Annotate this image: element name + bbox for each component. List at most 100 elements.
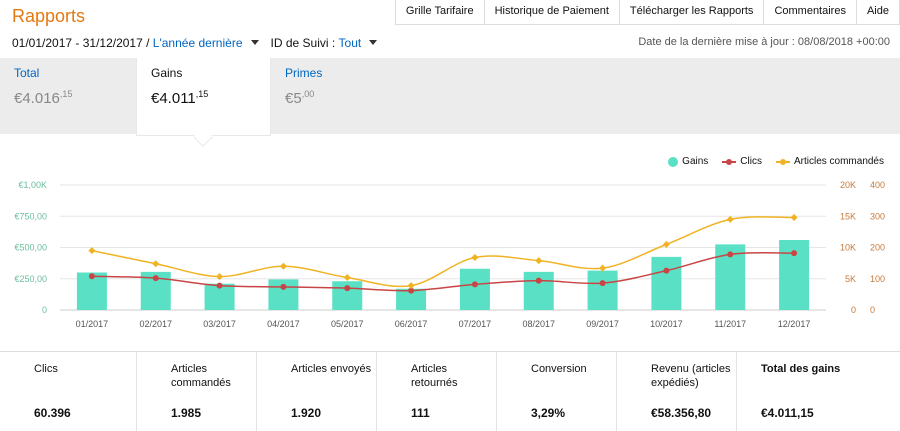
filter-bar: 01/01/2017 - 31/12/2017 / L'année derniè… [12,36,389,50]
x-tick-label: 07/2017 [459,319,492,329]
series-line-clics [91,251,795,292]
line-marker-icon [775,158,790,165]
point-articles [152,260,160,268]
chart-legend: Gains Clics Articles commandés [654,156,884,167]
tile-gains[interactable]: Gains €4.011,15 [136,58,271,136]
point-articles [535,257,543,265]
tile-value: €4.011,15 [151,89,209,107]
point-articles [599,264,607,272]
point-articles [279,262,287,270]
point-articles [407,282,415,290]
y-right2-tick-label: 0 [870,305,875,315]
y-right1-tick-label: 5K [845,274,856,284]
summary-tiles: Total €4.016,15 Gains €4.011,15 Primes €… [0,58,900,136]
point-clics [88,273,95,280]
x-tick-label: 01/2017 [76,319,109,329]
bar-gains [396,288,427,310]
point-articles [726,215,734,223]
tile-total[interactable]: Total €4.016,15 [0,58,136,134]
y-right2-tick-label: 300 [870,211,885,221]
series-line-articles [91,216,795,288]
last-update: Date de la dernière mise à jour : 08/08/… [638,36,890,48]
x-tick-label: 03/2017 [203,319,236,329]
period-dropdown[interactable]: L'année dernière [152,36,243,50]
point-clics [280,283,287,290]
point-articles [216,273,224,281]
nav-telecharger-rapports[interactable]: Télécharger les Rapports [619,0,765,24]
stats-bar: Clics 60.396 Articles commandés 1.985 Arti… [0,351,900,431]
tracking-dropdown[interactable]: Tout [338,36,362,50]
nav-aide[interactable]: Aide [856,0,900,24]
y-right2-tick-label: 400 [870,180,885,190]
x-tick-label: 02/2017 [139,319,172,329]
y-right1-tick-label: 0 [851,305,856,315]
y-right1-tick-label: 10K [840,243,856,253]
y-left-tick-label: 0 [42,305,47,315]
point-clics [216,282,223,289]
point-articles [343,273,351,282]
chevron-down-icon[interactable] [369,39,378,45]
bar-gains [651,256,682,310]
point-clics [471,281,478,288]
tile-label: Primes [285,66,323,80]
tile-primes[interactable]: Primes €5,00 [271,58,407,134]
bar-gains [523,271,554,310]
page-title: Rapports [12,6,86,26]
point-clics [408,287,415,294]
stat-articles-retournes: Articles retournés 111 [377,352,497,431]
bar-gains [587,270,618,310]
y-left-tick-label: €1,00K [18,180,47,190]
y-left-tick-label: €500,00 [14,243,47,253]
date-range: 01/01/2017 - 31/12/2017 / [12,36,150,50]
bar-gains [459,268,490,310]
nav-historique-paiement[interactable]: Historique de Paiement [484,0,620,24]
point-clics [599,280,606,287]
y-right2-tick-label: 200 [870,243,885,253]
stat-articles-envoyes: Articles envoyés 1.920 [257,352,377,431]
point-clics [152,275,159,282]
point-articles [790,213,798,222]
x-tick-label: 08/2017 [522,319,555,329]
point-clics [535,277,542,284]
earnings-chart: 0 €250,00 €500,00 €750,00 €1,00K 0 5K 10K 15K 20K… [14,180,885,329]
point-clics [344,285,351,292]
tile-value: €5,00 [285,89,315,107]
y-left-tick-label: €750,00 [14,211,47,221]
y-right2-tick-label: 100 [870,274,885,284]
top-nav: Grille Tarifaire Historique de Paiement … [394,0,900,25]
legend-gains[interactable]: Gains [668,156,708,167]
point-articles [88,247,96,255]
stat-clics: Clics 60.396 [0,352,137,431]
point-clics [663,267,670,274]
point-articles [662,240,670,248]
x-tick-label: 05/2017 [331,319,364,329]
x-tick-label: 06/2017 [395,319,428,329]
tracking-label: ID de Suivi : [270,36,336,50]
y-right1-tick-label: 15K [840,211,856,221]
point-articles [471,253,479,262]
tile-label: Gains [151,66,183,80]
tile-label: Total [14,66,40,80]
nav-grille-tarifaire[interactable]: Grille Tarifaire [395,0,485,24]
legend-articles[interactable]: Articles commandés [775,156,884,167]
stat-revenu: Revenu (articles expédiés) €58.356,80 [617,352,737,431]
point-clics [727,251,734,258]
circle-icon [668,156,679,167]
page-header: Rapports Grille Tarifaire Historique de … [0,0,900,32]
x-tick-label: 11/2017 [714,319,746,329]
stat-conversion: Conversion 3,29% [497,352,617,431]
nav-commentaires[interactable]: Commentaires [764,0,857,24]
tile-value: €4.016,15 [14,89,73,107]
line-marker-icon [722,158,737,165]
stat-articles-commandes: Articles commandés 1.985 [137,352,257,431]
y-right1-tick-label: 20K [840,180,856,190]
x-tick-label: 10/2017 [650,319,683,329]
point-clics [791,250,798,257]
x-tick-label: 12/2017 [778,319,811,329]
stat-total-gains: Total des gains €4.011,15 [761,363,841,420]
legend-clics[interactable]: Clics [722,156,762,167]
x-tick-label: 04/2017 [267,319,300,329]
chevron-down-icon[interactable] [250,39,259,45]
y-left-tick-label: €250,00 [14,274,47,284]
x-tick-label: 09/2017 [586,319,619,329]
